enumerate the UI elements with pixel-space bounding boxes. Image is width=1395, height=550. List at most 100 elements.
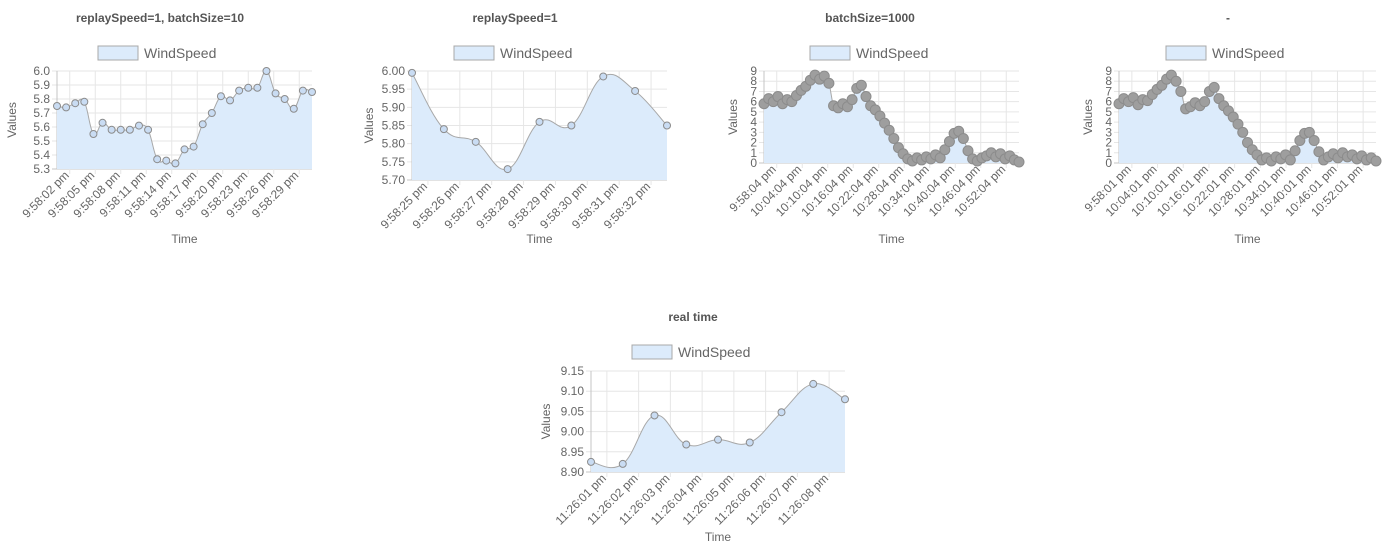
data-point (1237, 126, 1249, 138)
data-point (235, 86, 244, 95)
legend-label: WindSpeed (856, 45, 928, 61)
y-tick-label: 7 (1105, 84, 1112, 98)
data-point (53, 102, 61, 110)
data-point (777, 408, 786, 417)
y-tick-label: 5.80 (382, 137, 406, 151)
y-tick-label: 5.4 (33, 148, 50, 162)
y-tick-label: 6 (1105, 95, 1112, 109)
y-axis-title: Values (5, 102, 19, 138)
y-tick-label: 8.90 (561, 465, 585, 479)
data-point (823, 77, 835, 89)
data-point (98, 118, 107, 127)
y-tick-label: 5.90 (382, 100, 406, 114)
y-tick-label: 9.05 (561, 404, 585, 418)
data-point (262, 67, 271, 75)
y-tick-label: 3 (750, 125, 757, 139)
data-point (271, 89, 280, 98)
data-point (408, 68, 416, 77)
data-point (1170, 75, 1182, 87)
chart-title-4: - (1226, 11, 1230, 25)
x-axis-title: Time (526, 232, 553, 246)
data-point (943, 136, 955, 148)
data-point (587, 457, 595, 466)
data-point (503, 165, 512, 174)
y-tick-label: 2 (1105, 136, 1112, 150)
data-point (116, 125, 125, 134)
data-point (244, 83, 253, 92)
data-point (80, 97, 89, 106)
y-tick-label: 4 (750, 115, 757, 129)
x-axis-title: Time (878, 232, 905, 246)
data-point (631, 86, 640, 95)
y-tick-label: 6 (750, 95, 757, 109)
y-tick-label: 0 (1105, 156, 1112, 170)
data-point (280, 95, 289, 103)
y-axis-title: Values (1081, 99, 1095, 135)
data-point (153, 155, 162, 164)
chart-title-3: batchSize=1000 (825, 11, 915, 25)
data-point (1289, 145, 1301, 157)
data-point (535, 117, 544, 126)
y-axis-title: Values (539, 404, 553, 440)
data-point (216, 92, 225, 101)
legend-swatch (809, 45, 851, 61)
data-point (62, 103, 71, 112)
data-point (1013, 156, 1025, 168)
y-tick-label: 6.00 (382, 64, 406, 78)
y-tick-label: 4 (1105, 115, 1112, 129)
data-point (71, 99, 80, 108)
series-area (764, 75, 1019, 163)
data-point (682, 440, 691, 449)
y-tick-label: 5.7 (33, 106, 50, 120)
data-point (663, 121, 671, 130)
legend-swatch (631, 344, 673, 360)
y-tick-label: 6.0 (33, 64, 50, 78)
data-point (855, 79, 867, 91)
legend-label: WindSpeed (144, 45, 216, 61)
y-tick-label: 9 (750, 64, 757, 78)
chart-title-5: real time (668, 310, 718, 324)
legend-label: WindSpeed (678, 344, 750, 360)
data-point (860, 91, 872, 103)
data-point (1199, 96, 1211, 108)
y-tick-label: 2 (750, 136, 757, 150)
data-point (1308, 135, 1320, 147)
data-point (144, 125, 153, 134)
data-point (618, 459, 627, 468)
x-axis-title: Time (1234, 232, 1261, 246)
y-tick-label: 5.9 (33, 78, 50, 92)
y-tick-label: 8.95 (561, 445, 585, 459)
chart-title-1: replaySpeed=1, batchSize=10 (75, 11, 245, 25)
data-point (439, 125, 448, 134)
data-point (107, 125, 116, 134)
data-point (962, 145, 974, 157)
data-point (253, 83, 262, 92)
data-point (1232, 118, 1244, 130)
y-tick-label: 9.00 (561, 425, 585, 439)
data-point (599, 72, 608, 81)
legend-swatch (1165, 45, 1207, 61)
data-point (198, 120, 207, 129)
y-tick-label: 9.10 (561, 384, 585, 398)
data-point (1175, 85, 1187, 97)
y-tick-label: 7 (750, 84, 757, 98)
data-point (189, 142, 198, 151)
data-point (934, 152, 946, 164)
x-axis-title: Time (705, 530, 732, 544)
data-point (134, 121, 143, 130)
y-tick-label: 5 (750, 105, 757, 119)
data-point (567, 121, 576, 130)
legend-label: WindSpeed (500, 45, 572, 61)
data-point (89, 130, 98, 138)
x-axis-title: Time (171, 232, 198, 246)
data-point (939, 144, 951, 156)
y-tick-label: 8 (750, 74, 757, 88)
data-point (888, 132, 900, 144)
y-tick-label: 9.15 (561, 364, 585, 378)
legend-label: WindSpeed (1212, 45, 1284, 61)
data-point (650, 411, 659, 420)
